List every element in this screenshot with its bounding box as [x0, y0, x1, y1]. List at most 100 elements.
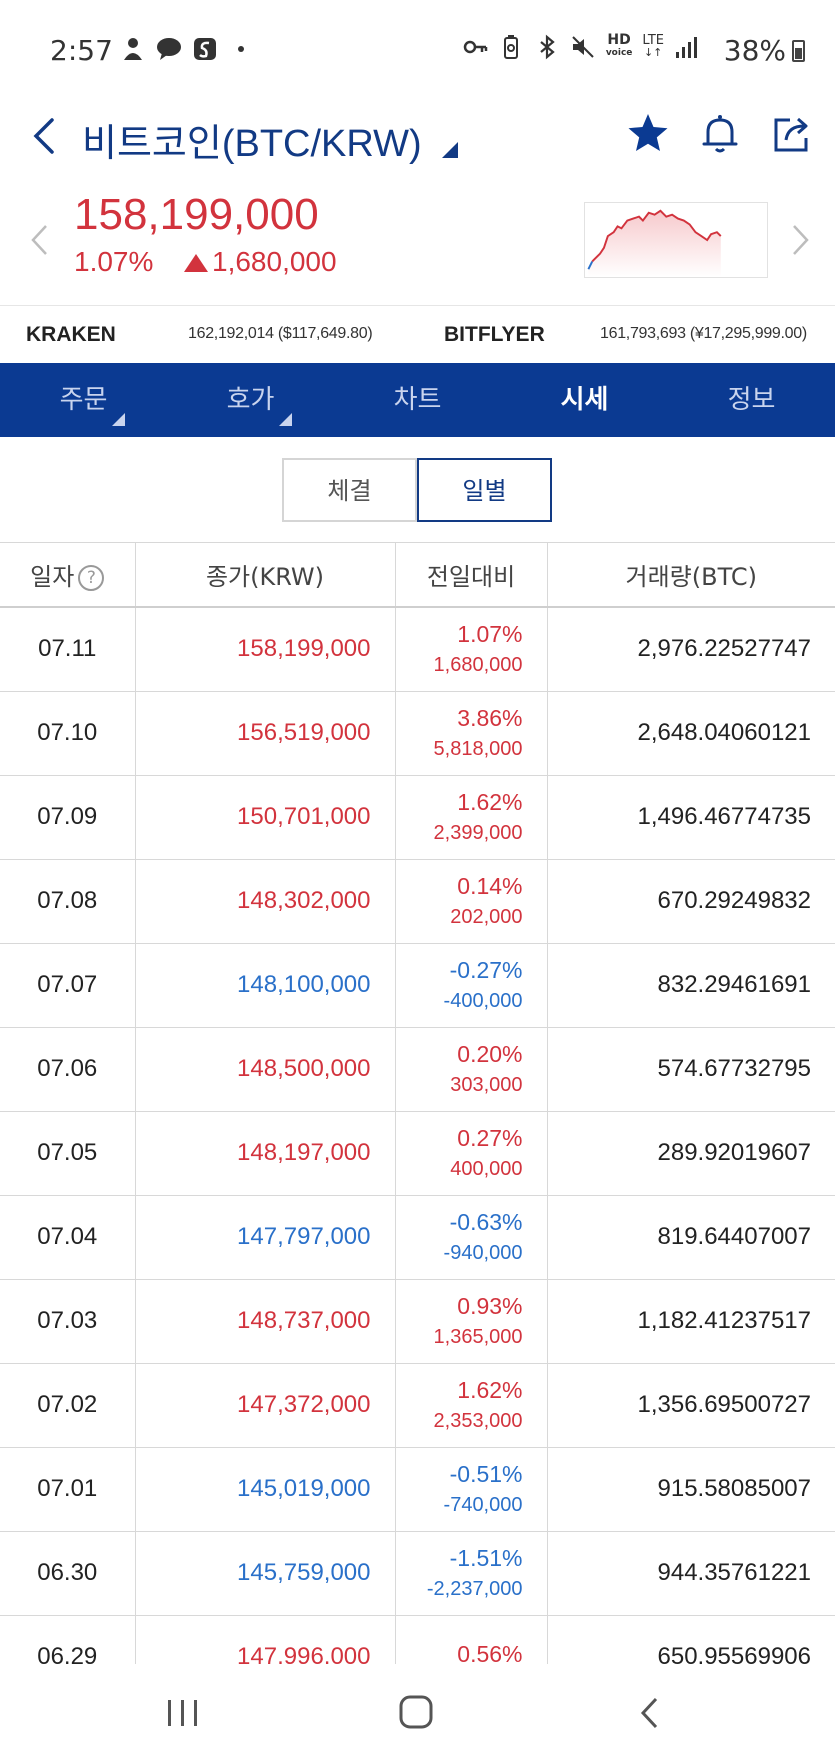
recent-apps-icon[interactable] [166, 1696, 200, 1730]
cell-change-pct: -1.51% [449, 1545, 523, 1571]
system-nav-bar [0, 1664, 835, 1763]
cell-close: 150,701,000 [135, 775, 396, 860]
cell-change-amount: 1,365,000 [433, 1326, 523, 1348]
bell-icon[interactable] [696, 110, 744, 158]
table-row[interactable]: 07.02 147,372,000 1.62% 2,353,000 1,356.6950… [0, 1363, 835, 1448]
tab-orderbook-caret-icon [279, 413, 292, 426]
cell-change-amount: 2,353,000 [433, 1410, 523, 1432]
cell-date: 07.04 [0, 1195, 136, 1280]
status-right-icons: HD voice LTE ↓↑ [462, 32, 700, 60]
segment-daily[interactable]: 일별 [417, 458, 552, 522]
star-icon[interactable] [624, 110, 672, 158]
cell-volume: 915.58085007 [547, 1447, 835, 1532]
cell-change-amount: -2,237,000 [426, 1578, 523, 1600]
cell-close: 147,372,000 [135, 1363, 396, 1448]
table-row[interactable]: 07.11 158,199,000 1.07% 1,680,000 2,976.2252… [0, 607, 835, 692]
cell-close: 147,996,000 [135, 1615, 396, 1664]
key-icon [463, 40, 488, 54]
cell-change: 0.20% 303,000 [395, 1027, 548, 1112]
voice-label: voice [605, 48, 633, 58]
prev-coin-arrow-icon[interactable] [28, 222, 50, 258]
cell-change-pct: 0.93% [457, 1293, 523, 1319]
daily-price-table[interactable]: 일자? 종가(KRW) 전일대비 거래량(BTC) 07.11 158,199,0… [0, 542, 835, 1664]
tab-order-label: 주문 [59, 385, 108, 415]
table-row[interactable]: 07.04 147,797,000 -0.63% -940,000 819.644070… [0, 1195, 835, 1280]
cell-change-amount: 303,000 [450, 1074, 523, 1096]
lte-icon: LTE ↓↑ [642, 33, 664, 59]
cell-change: 0.93% 1,365,000 [395, 1279, 548, 1364]
cell-change-amount: 5,818,000 [433, 738, 523, 760]
table-row[interactable]: 07.08 148,302,000 0.14% 202,000 670.29249832 [0, 859, 835, 944]
cell-change-amount: 2,399,000 [433, 822, 523, 844]
cell-date: 07.09 [0, 775, 136, 860]
dot-icon [238, 46, 244, 52]
cell-change-amount: -940,000 [443, 1242, 523, 1264]
tab-orderbook-label: 호가 [226, 385, 275, 415]
back-icon[interactable] [26, 114, 66, 158]
tab-market-price[interactable]: 시세 [501, 363, 668, 437]
coin-title[interactable]: 비트코인(BTC/KRW) [82, 123, 422, 165]
share-icon[interactable] [768, 110, 816, 158]
cell-date: 06.29 [0, 1615, 136, 1664]
tab-info[interactable]: 정보 [668, 363, 835, 437]
cell-date: 07.11 [0, 607, 136, 692]
header-date: 일자? [0, 543, 136, 608]
next-coin-arrow-icon[interactable] [790, 222, 812, 258]
header-close: 종가(KRW) [135, 543, 396, 608]
cell-close: 148,737,000 [135, 1279, 396, 1364]
tab-orderbook[interactable]: 호가 [167, 363, 334, 437]
nav-back-icon[interactable] [636, 1696, 664, 1730]
battery-indicator: 38% [724, 34, 805, 67]
cell-change: 0.56% [395, 1615, 548, 1665]
cell-close: 148,100,000 [135, 943, 396, 1028]
table-row[interactable]: 07.03 148,737,000 0.93% 1,365,000 1,182.4123… [0, 1279, 835, 1364]
cell-date: 07.06 [0, 1027, 136, 1112]
cell-close: 158,199,000 [135, 607, 396, 692]
cell-change: -0.51% -740,000 [395, 1447, 548, 1532]
cell-change: 3.86% 5,818,000 [395, 691, 548, 776]
battery-saver-icon [503, 35, 518, 59]
cell-change-pct: 1.07% [457, 621, 523, 648]
cell-close: 148,197,000 [135, 1111, 396, 1196]
cell-change-pct: -0.63% [449, 1209, 523, 1235]
cell-change-pct: 1.62% [457, 1377, 523, 1403]
table-row[interactable]: 06.29 147,996,000 0.56% 650.95569906 [0, 1615, 835, 1664]
cell-change-pct: 0.56% [457, 1640, 523, 1665]
cell-change: -0.27% -400,000 [395, 943, 548, 1028]
cell-close: 147,797,000 [135, 1195, 396, 1280]
table-row[interactable]: 07.06 148,500,000 0.20% 303,000 574.67732795 [0, 1027, 835, 1112]
tab-market-price-label: 시세 [560, 385, 609, 415]
tab-chart[interactable]: 차트 [334, 363, 501, 437]
cell-change-pct: -0.27% [449, 957, 523, 983]
cell-volume: 832.29461691 [547, 943, 835, 1028]
change-amount: 1,680,000 [212, 246, 337, 277]
tab-order[interactable]: 주문 [0, 363, 167, 437]
segment-trades[interactable]: 체결 [282, 458, 417, 522]
table-row[interactable]: 07.07 148,100,000 -0.27% -400,000 832.294616… [0, 943, 835, 1028]
help-icon[interactable]: ? [78, 565, 105, 591]
header-date-label: 일자 [30, 563, 75, 591]
table-row[interactable]: 07.05 148,197,000 0.27% 400,000 289.92019607 [0, 1111, 835, 1196]
table-row[interactable]: 07.09 150,701,000 1.62% 2,399,000 1,496.4677… [0, 775, 835, 860]
price-summary: 158,199,000 1.07% 1,680,000 [0, 190, 835, 305]
mini-price-chart[interactable] [584, 202, 768, 278]
cell-change-pct: 0.20% [457, 1041, 523, 1067]
cell-date: 07.03 [0, 1279, 136, 1364]
title-dropdown-caret-icon[interactable] [442, 142, 458, 158]
cell-change-amount: 400,000 [450, 1158, 523, 1180]
header: 비트코인(BTC/KRW) [0, 100, 835, 190]
table-row[interactable]: 07.10 156,519,000 3.86% 5,818,000 2,648.0406… [0, 691, 835, 776]
s-app-icon [194, 38, 216, 60]
cell-date: 07.01 [0, 1447, 136, 1532]
home-icon[interactable] [398, 1694, 434, 1730]
lte-label: LTE [642, 33, 664, 48]
cell-close: 156,519,000 [135, 691, 396, 776]
cell-change-amount: 202,000 [450, 906, 523, 928]
cell-date: 07.05 [0, 1111, 136, 1196]
header-volume: 거래량(BTC) [547, 543, 835, 608]
table-row[interactable]: 06.30 145,759,000 -1.51% -2,237,000 944.3576… [0, 1531, 835, 1616]
hd-label: HD [607, 32, 631, 48]
cell-change: 0.14% 202,000 [395, 859, 548, 944]
exchange-value-bitflyer: 161,793,693 (¥17,295,999.00) [600, 325, 807, 342]
table-row[interactable]: 07.01 145,019,000 -0.51% -740,000 915.580850… [0, 1447, 835, 1532]
